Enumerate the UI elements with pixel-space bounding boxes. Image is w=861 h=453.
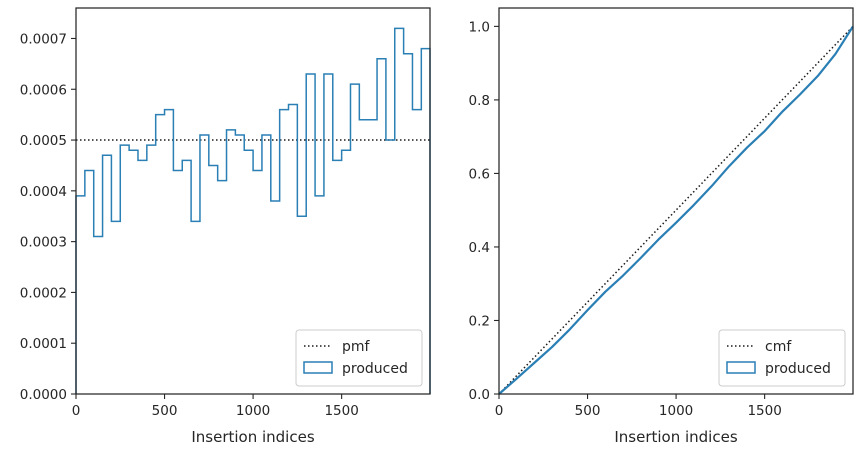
left-y-tick-label-3: 0.0003 <box>20 235 67 251</box>
left-y-tick-label-1: 0.0001 <box>20 336 67 352</box>
right-legend: cmf produced <box>718 329 846 387</box>
left-x-tick-label-0: 0 <box>72 403 81 419</box>
left-legend-pmf-label: pmf <box>342 339 371 355</box>
left-x-tick-label-2: 1000 <box>236 403 270 419</box>
right-legend-box <box>718 329 846 387</box>
right-y-tick-label-2: 0.4 <box>469 240 490 256</box>
left-legend-produced-label: produced <box>342 361 408 377</box>
right-x-tick-label-1: 500 <box>575 403 601 419</box>
left-legend-produced-swatch <box>303 361 333 374</box>
left-y-tick-label-4: 0.0004 <box>20 184 67 200</box>
right-x-tick-label-3: 1500 <box>747 403 781 419</box>
right-x-tick-label-2: 1000 <box>659 403 693 419</box>
left-y-tick-label-6: 0.0006 <box>20 82 67 98</box>
left-legend-box <box>295 329 423 387</box>
right-legend-produced-label: produced <box>765 361 831 377</box>
right-x-tick-label-0: 0 <box>495 403 504 419</box>
right-y-tick-label-5: 1.0 <box>469 19 490 35</box>
cmf-panel: 0 500 1000 1500 0.0 0.2 0.4 0.6 0.8 1.0 Insertion… <box>469 7 854 446</box>
right-legend-produced-swatch <box>726 361 756 374</box>
right-y-tick-label-4: 0.8 <box>469 93 490 109</box>
right-y-tick-label-1: 0.2 <box>469 313 490 329</box>
left-x-tick-label-3: 1500 <box>324 403 358 419</box>
left-x-axis-label: Insertion indices <box>191 428 314 446</box>
right-series-cmf-line <box>498 25 854 395</box>
right-y-tick-label-0: 0.0 <box>469 387 490 403</box>
left-y-tick-label-5: 0.0005 <box>20 133 67 149</box>
pmf-histogram-panel: 0 500 1000 1500 0.0000 0.0001 0.0002 0.0003 0.00… <box>20 7 431 446</box>
right-x-axis-label: Insertion indices <box>614 428 737 446</box>
left-y-tick-label-7: 0.0007 <box>20 31 67 47</box>
right-series-produced-line <box>498 25 854 395</box>
left-x-tick-label-1: 500 <box>152 403 178 419</box>
right-y-tick-label-3: 0.6 <box>469 166 490 182</box>
left-legend: pmf produced <box>295 329 423 387</box>
left-y-tick-label-0: 0.0000 <box>20 387 67 403</box>
right-legend-cmf-label: cmf <box>765 339 792 355</box>
left-y-tick-label-2: 0.0002 <box>20 285 67 301</box>
left-series-produced-step <box>75 27 431 394</box>
